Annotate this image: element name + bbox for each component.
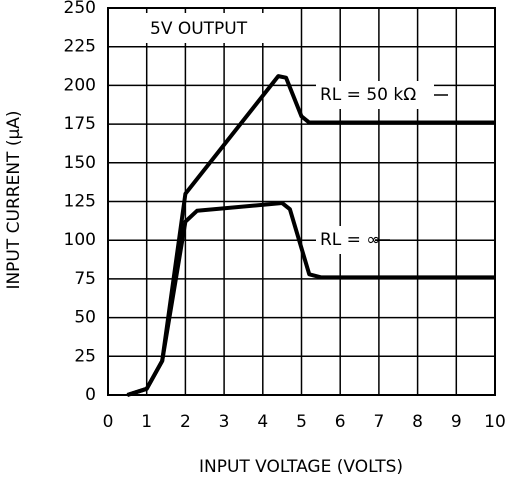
x-tick-label: 8 xyxy=(412,412,423,432)
y-tick-label: 0 xyxy=(85,385,96,405)
data-line xyxy=(126,201,495,397)
x-tick-label: 7 xyxy=(373,412,384,432)
y-tick-label: 175 xyxy=(64,114,96,134)
y-tick-label: 50 xyxy=(74,308,96,328)
legend-label: RL = ∞ xyxy=(320,230,381,250)
y-axis-title: INPUT CURRENT (µA) xyxy=(4,110,24,289)
plot-frame xyxy=(107,7,496,396)
x-tick-label: 0 xyxy=(103,412,114,432)
legend-box xyxy=(316,226,375,254)
y-tick-label: 100 xyxy=(64,230,96,250)
x-tick-label: 2 xyxy=(180,412,191,432)
legend-box xyxy=(316,81,434,109)
y-tick-label: 150 xyxy=(64,153,96,173)
legend-label: RL = 50 kΩ xyxy=(320,85,416,105)
y-tick-label: 125 xyxy=(64,192,96,212)
annotation: 5V OUTPUT xyxy=(150,19,248,39)
x-tick-label: 5 xyxy=(296,412,307,432)
y-tick-label: 225 xyxy=(64,37,96,57)
y-tick-label: 25 xyxy=(74,346,96,366)
x-tick-label: 1 xyxy=(141,412,152,432)
x-tick-label: 6 xyxy=(335,412,346,432)
x-tick-label: 10 xyxy=(484,412,506,432)
x-axis-title: INPUT VOLTAGE (VOLTS) xyxy=(199,457,403,477)
y-tick-label: 250 xyxy=(64,0,96,18)
x-tick-label: 3 xyxy=(219,412,230,432)
y-tick-label: 200 xyxy=(64,75,96,95)
annotation-box xyxy=(141,13,265,43)
x-tick-label: 4 xyxy=(257,412,268,432)
y-tick-label: 75 xyxy=(74,269,96,289)
x-tick-label: 9 xyxy=(451,412,462,432)
